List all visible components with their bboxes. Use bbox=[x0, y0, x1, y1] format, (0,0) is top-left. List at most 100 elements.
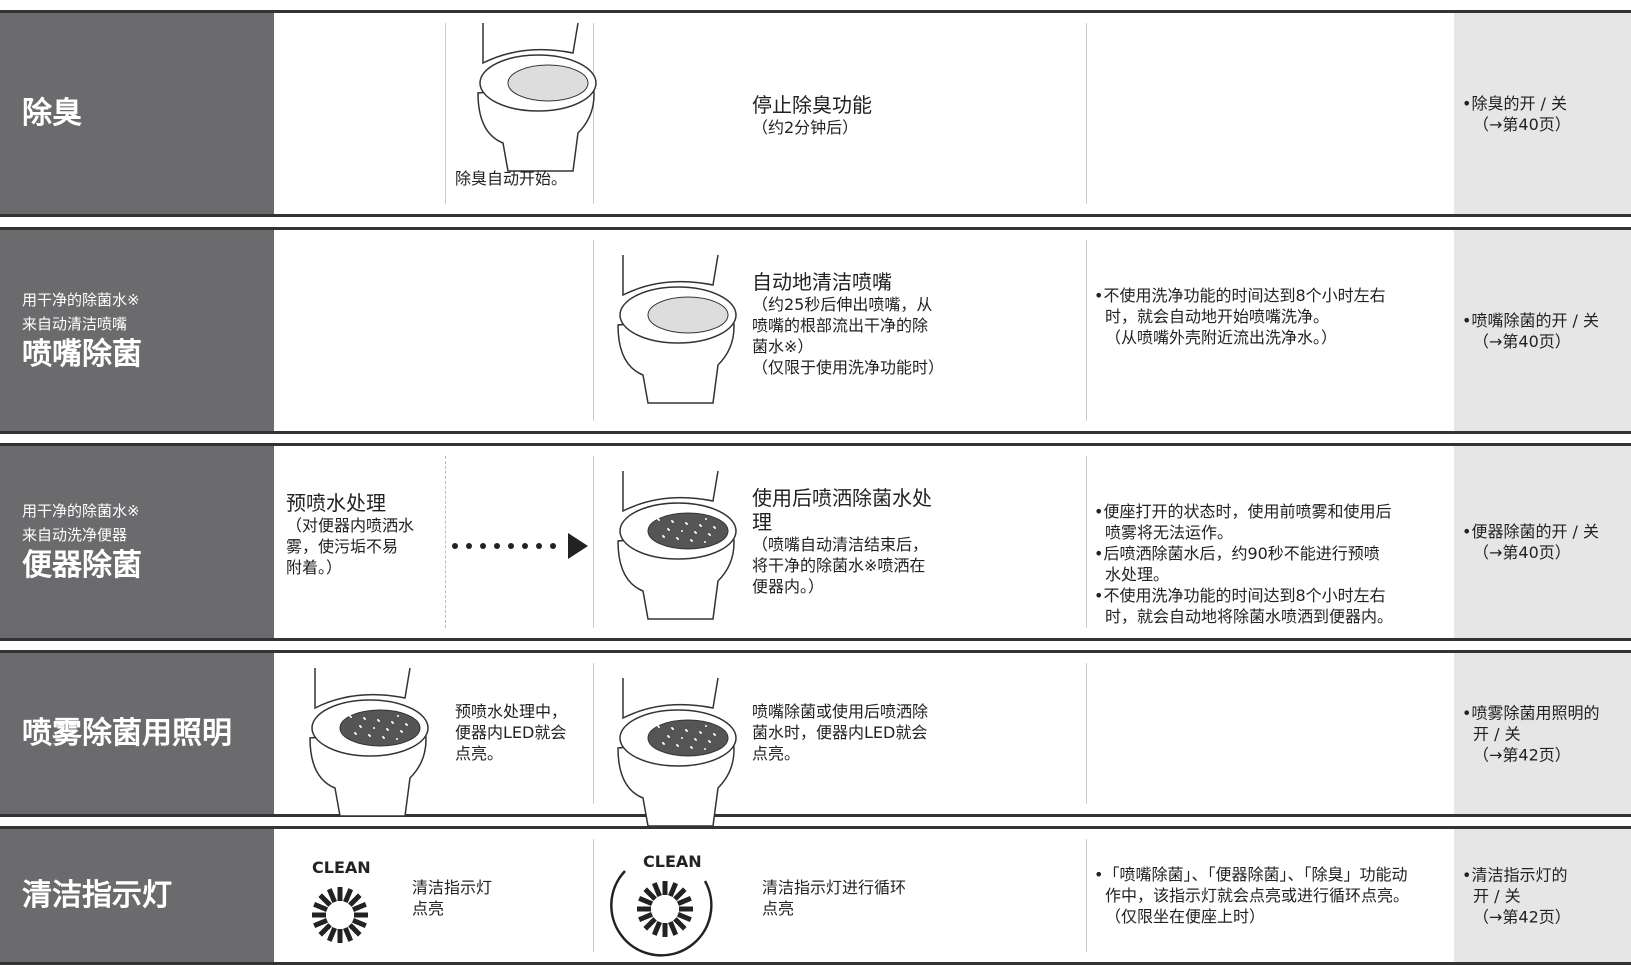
illustration-part bbox=[709, 534, 711, 536]
stage-detail: （喷嘴自动清洁结束后， bbox=[752, 535, 929, 554]
row-header: 用干净的除菌水※ 来自动清洁喷嘴 喷嘴除菌 bbox=[0, 230, 274, 431]
notes: •不使用洗净功能的时间达到8个小时左右 时，就会自动地开始喷嘴洗净。 （从喷嘴外壳附… bbox=[1094, 285, 1386, 348]
illustration-part bbox=[677, 538, 679, 540]
row-subtitle: 用干净的除菌水※ bbox=[22, 290, 140, 309]
illustration-part bbox=[704, 748, 706, 750]
illustration-part bbox=[494, 543, 500, 549]
row-subtitle: 用干净的除菌水※ bbox=[22, 502, 140, 520]
illustration-part bbox=[536, 543, 542, 549]
table-row: 喷雾除菌用照明 预喷水处理中， 便器内LED就会 点亮。 喷嘴除菌或使用后喷洒除 菌水时，… bbox=[0, 650, 1631, 827]
row-header-text: 用干净的除菌水※ 来自动洗净便器 便器除菌 bbox=[22, 499, 142, 585]
note-line: •「喷嘴除菌」、「便器除菌」、「除臭」功能动 bbox=[1094, 865, 1408, 884]
illustration-part bbox=[387, 729, 389, 731]
illustration-part bbox=[622, 254, 719, 297]
stage-detail: （约2分钟后） bbox=[752, 118, 859, 137]
illustration-part bbox=[651, 920, 662, 936]
stage-detail: 便器内。） bbox=[752, 577, 825, 596]
divider bbox=[445, 456, 447, 628]
divider bbox=[445, 23, 446, 204]
row-header: 清洁指示灯 bbox=[0, 829, 274, 962]
illustration-part bbox=[364, 718, 366, 720]
illustration-part bbox=[647, 296, 729, 334]
illustration-part bbox=[686, 523, 688, 525]
stage-detail: （约25秒后伸出喷嘴，从 bbox=[752, 295, 933, 314]
row-header-text: 清洁指示灯 bbox=[22, 877, 172, 915]
illustration-part bbox=[452, 543, 458, 549]
stage-detail: （仅限于使用洗净功能时） bbox=[752, 358, 945, 377]
note-line: 水处理。 bbox=[1105, 565, 1170, 584]
illustration-part bbox=[508, 543, 514, 549]
illustration-part bbox=[482, 22, 579, 65]
stage-b: 自动地清洁喷嘴 （约25秒后伸出喷嘴，从 喷嘴的根部流出干净的除 菌水※） （仅限于使用… bbox=[752, 270, 944, 378]
stage-text: 点亮 bbox=[762, 899, 795, 918]
stage-text: 点亮。 bbox=[455, 744, 504, 763]
settings: •清洁指示灯的开 / 关 （→第42页） bbox=[1462, 864, 1571, 927]
settings: •便器除菌的开 / 关 （→第40页） bbox=[1462, 521, 1599, 563]
illustration-part bbox=[480, 543, 486, 549]
stage-b: 使用后喷洒除菌水处理（喷嘴自动清洁结束后， 将干净的除菌水※喷洒在 便器内。） bbox=[752, 486, 932, 597]
illustration-part bbox=[673, 887, 687, 901]
illustration-part bbox=[686, 730, 688, 732]
table-row: 清洁指示灯 CLEAN 清洁指示灯 点亮 CLEAN 清洁指示灯进行循环 点亮 •「喷嘴除菌」… bbox=[0, 826, 1631, 965]
illustration-part bbox=[314, 667, 411, 710]
stage-heading: 停止除臭功能 bbox=[752, 93, 872, 117]
row-header: 除臭 bbox=[0, 13, 274, 214]
illustration-part bbox=[568, 533, 588, 559]
settings-line: •喷嘴除菌的开 / 关 bbox=[1462, 310, 1600, 330]
note-line: 时，就会自动地将除菌水喷洒到便器内。 bbox=[1105, 607, 1394, 626]
illustration bbox=[617, 470, 737, 620]
illustration bbox=[452, 533, 588, 559]
note-line: •便座打开的状态时，使用前喷雾和使用后 bbox=[1094, 502, 1392, 521]
illustration bbox=[309, 667, 429, 817]
settings-line: （→第40页） bbox=[1473, 114, 1571, 134]
illustration-part bbox=[695, 739, 697, 741]
stage-detail: 附着。） bbox=[286, 558, 343, 577]
row-title: 喷雾除菌用照明 bbox=[22, 715, 232, 751]
settings-line: （→第42页） bbox=[1473, 907, 1571, 926]
illustration-part bbox=[348, 923, 362, 937]
row-header-text: 除臭 bbox=[22, 95, 82, 133]
illustration-part bbox=[373, 727, 375, 729]
divider bbox=[593, 663, 594, 804]
illustration-part bbox=[406, 724, 408, 726]
illustration-part bbox=[695, 532, 697, 534]
stage-b: 停止除臭功能 （约2分钟后） bbox=[752, 93, 872, 138]
note-line: （仅限坐在便座上时） bbox=[1105, 907, 1266, 926]
illustration-part bbox=[350, 716, 352, 718]
stage-detail: （对便器内喷洒水 bbox=[286, 516, 415, 535]
illustration-part bbox=[700, 732, 702, 734]
stage-heading: 预喷水处理 bbox=[286, 491, 386, 515]
stage-text: 菌水时，便器内LED就会 bbox=[752, 723, 928, 742]
notes: •便座打开的状态时，使用前喷雾和使用后 喷雾将无法运作。 •后喷洒除菌水后，约90秒… bbox=[1094, 501, 1393, 627]
illustration-part bbox=[668, 529, 670, 531]
settings-panel: •便器除菌的开 / 关 （→第40页） bbox=[1454, 446, 1631, 638]
illustration-part bbox=[691, 540, 693, 542]
illustration: CLEAN bbox=[312, 858, 371, 943]
settings-line: 开 / 关 bbox=[1473, 886, 1521, 905]
illustration-part bbox=[643, 917, 657, 931]
illustration-part bbox=[676, 895, 692, 906]
divider bbox=[593, 240, 594, 421]
divider bbox=[1086, 23, 1087, 204]
illustration-part bbox=[326, 926, 337, 942]
settings-line: •除臭的开 / 关 bbox=[1462, 93, 1568, 113]
illustration-part bbox=[369, 735, 371, 737]
divider bbox=[1086, 663, 1087, 804]
stage-detail: 雾，使污垢不易 bbox=[286, 537, 399, 556]
illustration-part bbox=[550, 543, 556, 549]
notes: •「喷嘴除菌」、「便器除菌」、「除臭」功能动 作中，该指示灯就会点亮或进行循环点亮… bbox=[1094, 864, 1409, 927]
illustration-part bbox=[313, 918, 329, 929]
illustration-part bbox=[676, 912, 692, 923]
illustration-part bbox=[348, 893, 362, 907]
settings-line: （→第40页） bbox=[1473, 543, 1571, 562]
note-line: •不使用洗净功能的时间达到8个小时左右 bbox=[1094, 586, 1386, 605]
illustration-part bbox=[383, 737, 385, 739]
row-header: 喷雾除菌用照明 bbox=[0, 653, 274, 814]
row-header-text: 喷雾除菌用照明 bbox=[22, 715, 232, 753]
stage-b: 喷嘴除菌或使用后喷洒除 菌水时，便器内LED就会 点亮。 bbox=[752, 701, 928, 764]
illustration-part bbox=[622, 677, 719, 720]
stage-b: 清洁指示灯进行循环 点亮 bbox=[762, 877, 906, 919]
icon-label: CLEAN bbox=[643, 852, 702, 871]
divider bbox=[1086, 839, 1087, 952]
